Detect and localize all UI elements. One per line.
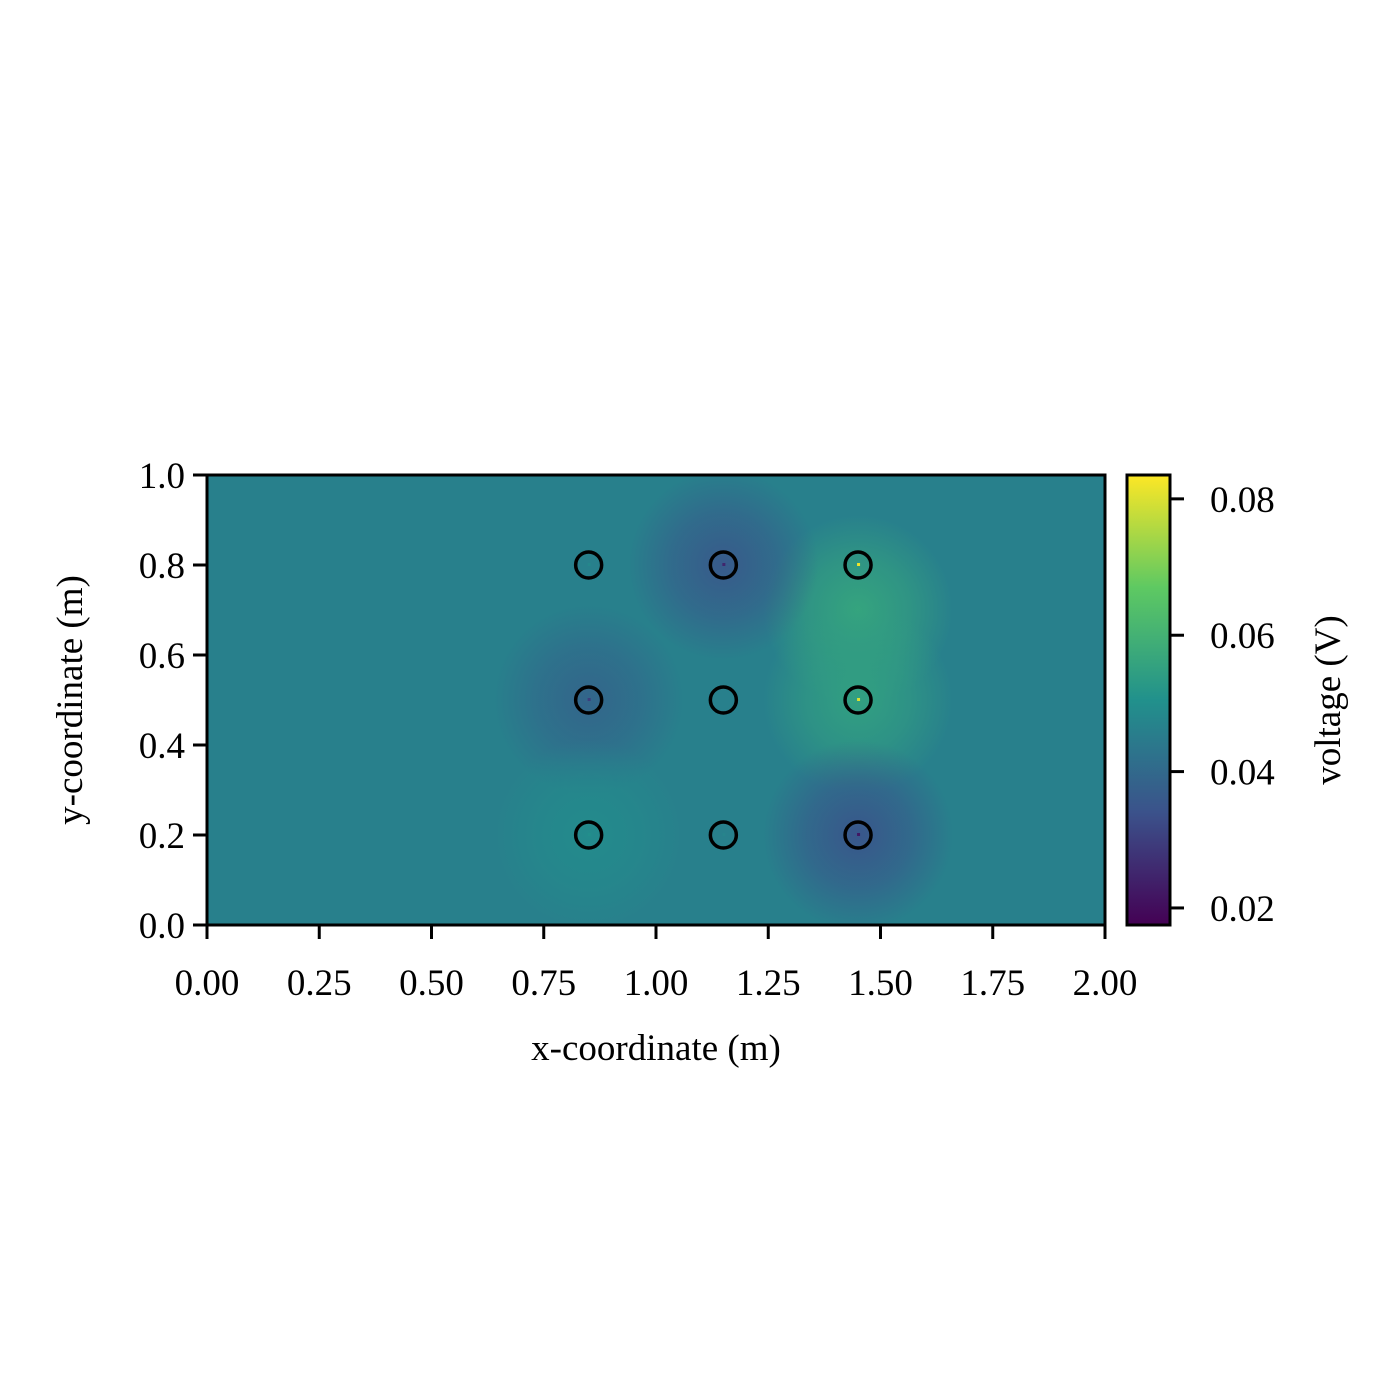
source-pixel <box>587 833 591 836</box>
source-marker <box>573 820 604 850</box>
source-marker <box>573 550 604 580</box>
source-marker <box>708 820 739 850</box>
x-tick-label: 0.75 <box>511 963 576 1004</box>
source-pixel <box>722 698 726 701</box>
source-marker <box>843 820 873 850</box>
heatmap-field <box>207 475 1105 925</box>
x-tick-label: 1.75 <box>960 963 1025 1004</box>
source-pixel <box>722 563 726 566</box>
x-tick-label: 1.50 <box>848 963 913 1004</box>
source-marker <box>843 685 873 715</box>
colorbar-tick-label: 0.04 <box>1210 753 1275 794</box>
source-pixel <box>722 833 726 836</box>
heatmap-region <box>628 475 819 660</box>
x-axis-ticks: 0.00 0.25 0.50 0.75 1.00 1.25 1.50 1.75 2.00 <box>175 925 1138 1004</box>
source-marker <box>843 550 873 580</box>
y-tick-label: 0.2 <box>139 816 185 857</box>
source-pixel <box>857 698 861 701</box>
y-tick-label: 0.8 <box>139 546 185 587</box>
source-pixel <box>857 563 861 566</box>
colorbar-tick-label: 0.06 <box>1210 616 1275 657</box>
source-pixel <box>857 833 861 836</box>
source-pixel <box>587 698 591 701</box>
colorbar-ticks: 0.02 0.04 0.06 0.08 <box>1170 480 1275 930</box>
source-pixel <box>587 563 591 566</box>
colorbar-tick-label: 0.02 <box>1210 889 1275 930</box>
source-markers <box>573 550 873 850</box>
x-axis-label: x-coordinate (m) <box>531 1028 781 1069</box>
x-tick-label: 1.00 <box>624 963 689 1004</box>
heatmap-region <box>763 740 954 925</box>
x-tick-label: 0.25 <box>287 963 352 1004</box>
y-axis-label: y-coordinate (m) <box>50 575 91 825</box>
y-tick-label: 0.4 <box>139 726 185 767</box>
colorbar-tick-label: 0.08 <box>1210 480 1275 521</box>
source-marker <box>708 550 739 580</box>
y-axis-ticks: 0.0 0.2 0.4 0.6 0.8 1.0 <box>139 456 207 947</box>
heatmap-region <box>493 740 684 925</box>
y-tick-label: 0.0 <box>139 906 185 947</box>
source-marker <box>708 685 739 715</box>
x-tick-label: 0.00 <box>175 963 240 1004</box>
colorbar <box>1125 473 1172 927</box>
y-tick-label: 0.6 <box>139 636 185 677</box>
x-tick-label: 2.00 <box>1073 963 1138 1004</box>
y-tick-label: 1.0 <box>139 456 185 497</box>
x-tick-label: 1.25 <box>736 963 801 1004</box>
x-tick-label: 0.50 <box>399 963 464 1004</box>
colorbar-label: voltage (V) <box>1308 615 1349 785</box>
source-marker <box>573 685 604 715</box>
